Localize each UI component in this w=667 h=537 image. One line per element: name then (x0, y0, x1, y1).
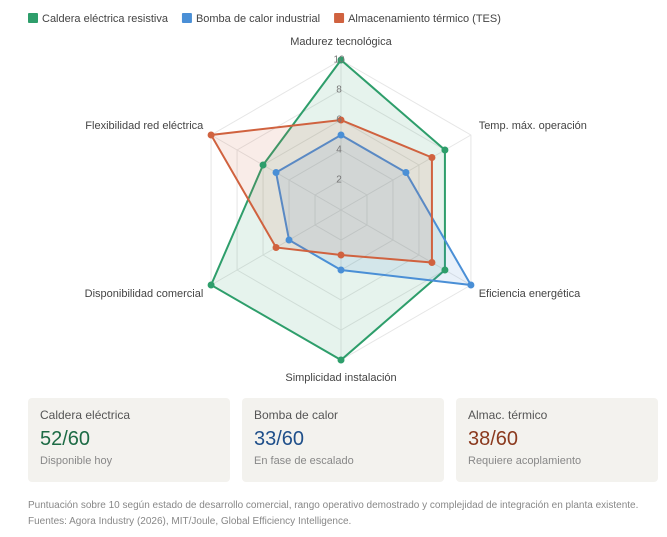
data-point (272, 244, 280, 251)
card-note: Disponible hoy (40, 455, 113, 467)
data-point (441, 266, 449, 274)
data-point (337, 356, 345, 364)
data-point (337, 251, 345, 259)
summary-card: Almac. térmico 38/60 Requiere acoplamiento (456, 398, 658, 482)
legend-swatch (334, 13, 345, 23)
legend-swatch (28, 13, 38, 23)
axis-label: Temp. máx. operación (479, 120, 587, 132)
card-score: 38/60 (468, 428, 519, 450)
legend-label: Caldera eléctrica resistiva (42, 13, 169, 25)
legend-label: Bomba de calor industrial (196, 13, 320, 25)
data-point (272, 169, 280, 176)
data-point (285, 236, 293, 244)
data-point (441, 146, 449, 154)
legend-swatch (181, 13, 192, 23)
data-point (207, 131, 215, 139)
card-title: Bomba de calor (254, 408, 339, 422)
summary-card: Caldera eléctrica 52/60 Disponible hoy (28, 398, 230, 482)
data-point (337, 116, 345, 124)
card-score: 33/60 (254, 428, 305, 450)
data-point (467, 281, 475, 289)
data-point (207, 281, 215, 289)
data-point (337, 266, 345, 274)
data-point (259, 161, 267, 169)
footnote: Puntuación sobre 10 según estado de desa… (28, 500, 639, 527)
r-tick-label: 8 (336, 85, 342, 96)
axis-label: Disponibilidad comercial (85, 288, 204, 300)
card-score: 52/60 (40, 428, 91, 450)
data-point (402, 169, 410, 176)
r-tick-label: 4 (336, 145, 342, 156)
card-title: Caldera eléctrica (40, 408, 131, 422)
r-tick-label: 2 (336, 175, 342, 186)
axis-label: Simplicidad instalación (285, 372, 396, 384)
card-title: Almac. térmico (468, 408, 548, 422)
grid-spoke (340, 209, 472, 286)
data-point (428, 259, 436, 266)
data-point (337, 56, 345, 64)
legend-label: Almacenamiento térmico (TES) (348, 13, 501, 25)
card-note: En fase de escalado (254, 455, 354, 467)
axis-label: Madurez tecnológica (290, 36, 392, 48)
chart: Caldera eléctrica resistiva Bomba de calo… (28, 13, 587, 384)
r-tick-label: 10 (333, 55, 345, 66)
data-point (428, 154, 436, 161)
r-tick-label: 6 (336, 115, 342, 126)
summary-card: Bomba de calor 33/60 En fase de escalado (242, 398, 444, 482)
data-point (337, 131, 345, 139)
axis-label: Flexibilidad red eléctrica (85, 120, 204, 132)
axis-label: Eficiencia energética (479, 288, 581, 300)
card-note: Requiere acoplamiento (468, 455, 582, 467)
cards: Caldera eléctrica 52/60 Disponible hoy Bomb… (28, 398, 658, 482)
